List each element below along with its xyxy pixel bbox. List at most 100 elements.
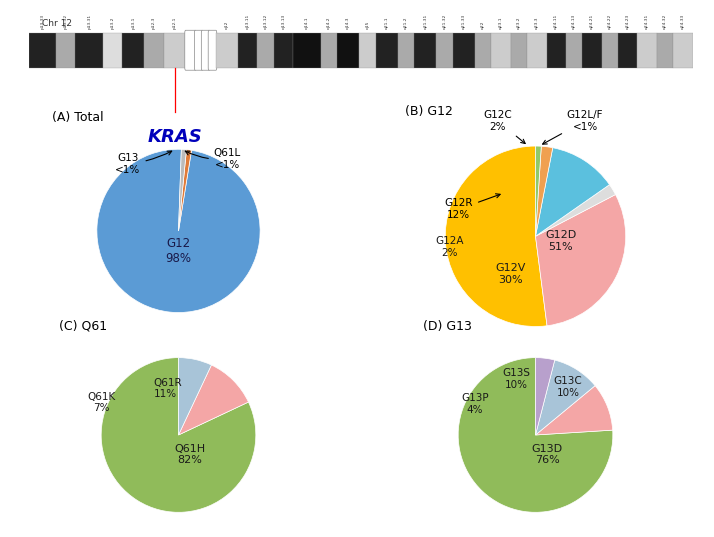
Text: q13.11: q13.11 [246,14,250,30]
Text: q23.3: q23.3 [535,17,539,30]
Text: q15: q15 [366,21,369,30]
Text: q24.32: q24.32 [663,14,667,30]
Text: p13.1: p13.1 [131,17,135,30]
Wedge shape [536,148,610,236]
Text: q14.3: q14.3 [346,17,350,30]
Text: Q61H
82%: Q61H 82% [174,444,206,465]
Bar [122,33,144,68]
Wedge shape [536,358,555,435]
Bar [475,33,491,68]
Bar [273,33,293,68]
Text: G12D
51%: G12D 51% [545,230,576,252]
Text: q24.22: q24.22 [608,14,612,30]
Text: q24.21: q24.21 [590,14,594,30]
Wedge shape [536,194,625,326]
Text: G13
<1%: G13 <1% [115,151,171,175]
Bar [29,33,56,68]
Bar [511,33,527,68]
Bar [398,33,414,68]
Text: q14.1: q14.1 [305,17,309,30]
Wedge shape [178,150,191,231]
Text: G13S
10%: G13S 10% [502,368,531,390]
FancyBboxPatch shape [201,30,210,70]
Text: q12: q12 [225,21,229,30]
Bar [321,33,337,68]
Wedge shape [536,185,615,236]
Text: q23.2: q23.2 [517,17,521,30]
Bar [164,33,186,68]
Text: Q61R
11%: Q61R 11% [154,378,182,400]
Bar [491,33,511,68]
Wedge shape [178,365,248,435]
Wedge shape [536,386,613,435]
FancyBboxPatch shape [208,30,217,70]
Text: q13.12: q13.12 [263,14,268,30]
Text: Q61K
7%: Q61K 7% [87,391,115,413]
Text: KRAS: KRAS [147,128,202,146]
Text: q24.13: q24.13 [572,14,576,30]
Bar [453,33,475,68]
Bar [359,33,376,68]
Bar [337,33,359,68]
Text: q21.31: q21.31 [423,14,427,30]
Bar [238,33,257,68]
Wedge shape [178,149,186,231]
Text: (A) Total: (A) Total [52,111,104,124]
Text: G12
98%: G12 98% [166,237,191,265]
Text: q21.1: q21.1 [385,17,388,30]
Text: q24.11: q24.11 [554,14,558,30]
Text: p13.33: p13.33 [40,14,44,30]
FancyBboxPatch shape [185,30,196,70]
Bar [414,33,436,68]
Wedge shape [536,146,541,236]
Bar [216,33,238,68]
Text: q23.1: q23.1 [499,17,503,30]
Bar [527,33,546,68]
Wedge shape [446,146,547,326]
Bar [293,33,321,68]
Text: G12C
2%: G12C 2% [483,110,526,143]
Text: q24.31: q24.31 [645,14,649,30]
Text: G13P
4%: G13P 4% [461,393,489,415]
Text: G12R
12%: G12R 12% [445,194,500,220]
Bar [103,33,122,68]
Text: q22: q22 [481,21,486,30]
Bar [376,33,398,68]
Text: G13D
76%: G13D 76% [531,444,563,465]
Text: G12A
2%: G12A 2% [436,236,464,258]
Text: (C) Q61: (C) Q61 [59,320,107,333]
Text: p13.32: p13.32 [64,14,68,30]
Wedge shape [536,146,553,236]
Text: G12V
30%: G12V 30% [495,263,526,285]
Bar [618,33,638,68]
Text: q13.13: q13.13 [281,14,286,30]
Bar [673,33,693,68]
Text: q24.33: q24.33 [681,14,685,30]
Text: (B) G12: (B) G12 [405,105,453,118]
Bar [436,33,453,68]
Bar [638,33,657,68]
Wedge shape [458,358,613,512]
Text: Chr 12: Chr 12 [42,19,72,27]
Wedge shape [536,360,595,435]
FancyBboxPatch shape [194,30,203,70]
Text: G12L/F
<1%: G12L/F <1% [543,110,603,144]
Text: q21.32: q21.32 [443,14,446,30]
Text: p13.2: p13.2 [111,17,114,30]
Text: p13.31: p13.31 [87,14,91,30]
Bar [583,33,602,68]
Wedge shape [97,149,260,313]
Bar [546,33,565,68]
Bar [144,33,164,68]
Text: G13C
10%: G13C 10% [553,376,583,398]
Text: q21.33: q21.33 [462,14,466,30]
Bar [657,33,673,68]
Bar [565,33,583,68]
Bar [602,33,618,68]
Text: Q61L
<1%: Q61L <1% [186,148,241,170]
Text: q24.23: q24.23 [626,14,630,30]
Text: p12.1: p12.1 [173,17,176,30]
Bar [257,33,273,68]
Bar [76,33,103,68]
Text: p12.3: p12.3 [152,17,156,30]
